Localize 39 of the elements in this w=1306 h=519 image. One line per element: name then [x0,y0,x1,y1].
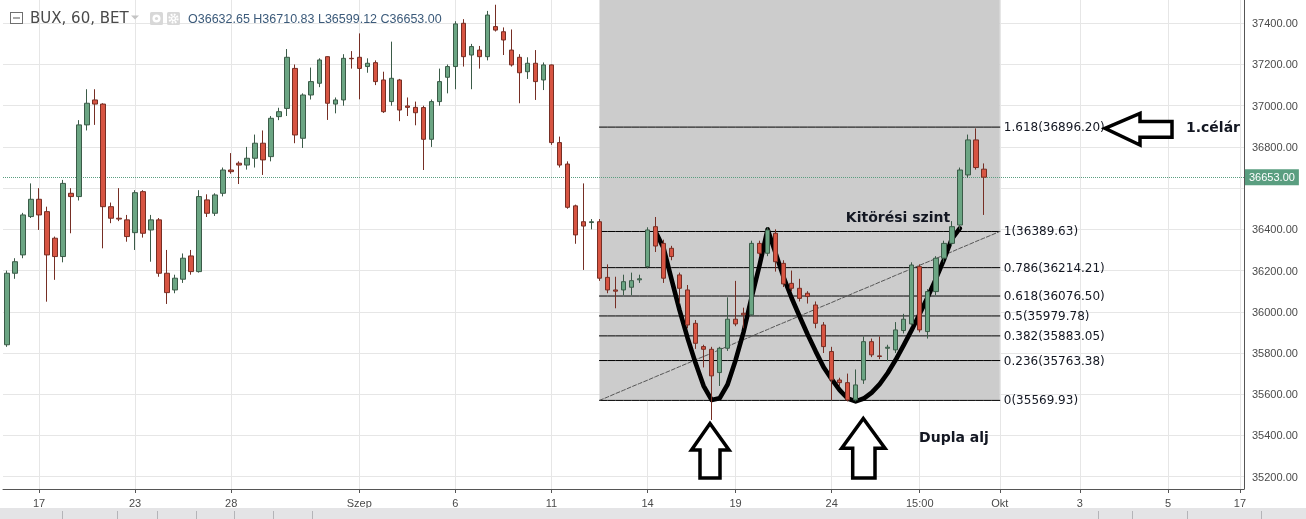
y-tick-label: 35400.00 [1252,429,1298,442]
x-tick-label: 3 [1076,496,1083,509]
x-tick-label: 14 [641,496,654,509]
x-tick-label: 5 [1164,496,1171,509]
y-tick-label: 36400.00 [1252,223,1298,236]
x-tick-label: 19 [729,496,742,509]
series-label: 1(36389.63) [1003,224,1079,239]
x-tick-label: 24 [825,496,838,509]
y-tick-label: 37000.00 [1252,99,1298,112]
y-tick-label: 36800.00 [1252,140,1298,153]
y-tick-label: 37200.00 [1252,58,1298,71]
text: BUX, 60, BET [30,8,130,27]
y-tick-label: 36000.00 [1252,305,1298,318]
annotation: 1.célár [1185,119,1241,135]
x-tick-label: 17 [32,496,46,509]
y-tick-label: 37400.00 [1252,17,1298,30]
annotation: Dupla alj [919,429,989,445]
series-label: 0.5(35979.78) [1003,308,1090,323]
x-tick-label: 23 [128,496,142,509]
series-label: 1.618(36896.20) [1003,120,1105,135]
x-tick-label: 6 [452,496,459,509]
y-tick-label: 35600.00 [1252,388,1298,401]
x-tick-label: 28 [225,496,238,509]
y-tick-label: 35800.00 [1252,346,1298,359]
x-tick-label: 11 [545,496,558,509]
x-tick-label: 17 [1233,496,1247,509]
series-label: 0.618(36076.50) [1003,289,1105,304]
y-tick-label: 35200.00 [1252,470,1298,483]
ref-line-label: 36653.00 [1249,171,1295,184]
series-label: 0.786(36214.21) [1003,260,1105,275]
series-label: 0.236(35763.38) [1003,353,1105,368]
text: O36632.65 H36710.83 L36599.12 C36653.00 [188,11,442,26]
annotation: Kitörési szint [845,209,951,225]
series-label: 0.382(35883.05) [1003,328,1105,343]
y-tick-label: 36200.00 [1252,264,1298,277]
x-tick-label: Szep [346,496,372,509]
x-tick-label: Okt [991,496,1009,509]
series-label: 0(35569.93) [1003,393,1079,408]
x-tick-label: 15:00 [905,496,934,509]
